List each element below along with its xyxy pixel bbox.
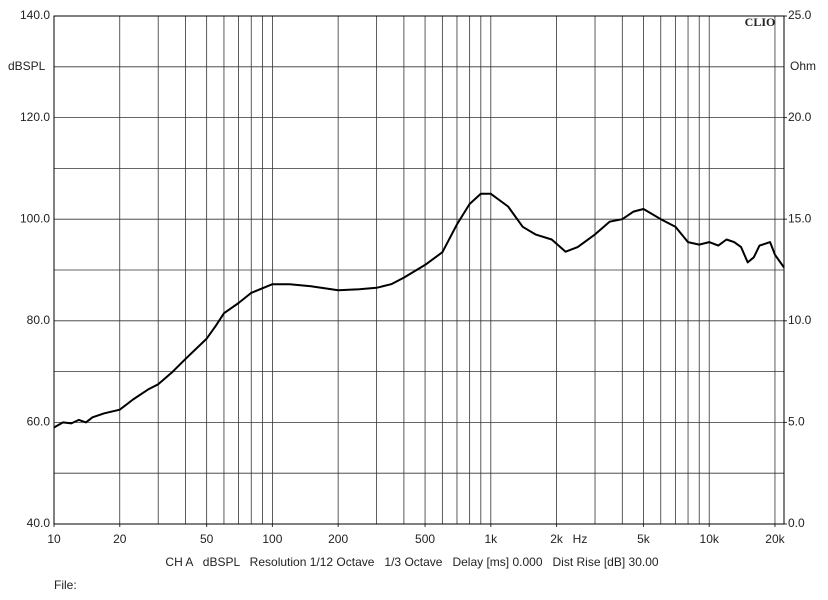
x-tick-label: 10 bbox=[47, 532, 61, 546]
plot-frame bbox=[53, 15, 785, 525]
x-tick-label: 20k bbox=[765, 532, 785, 546]
y-axis-label: dBSPL bbox=[8, 59, 46, 73]
y2-tick-label: 25.0 bbox=[788, 8, 812, 22]
x-tick-label: 500 bbox=[415, 532, 435, 546]
y-tick-label: 120.0 bbox=[20, 110, 50, 124]
y2-tick-label: 5.0 bbox=[788, 415, 805, 429]
x-tick-label: 1k bbox=[484, 532, 498, 546]
y-tick-label: 40.0 bbox=[27, 516, 51, 530]
footer: CH A dBSPL Resolution 1/12 Octave 1/3 Oc… bbox=[165, 555, 658, 569]
x-tick-label: 100 bbox=[262, 532, 282, 546]
y-tick-label: 100.0 bbox=[20, 211, 50, 225]
x-tick-label: 2k bbox=[550, 532, 564, 546]
x-unit: Hz bbox=[573, 532, 588, 546]
y-tick-label: 140.0 bbox=[20, 8, 50, 22]
y2-tick-label: 15.0 bbox=[788, 211, 812, 225]
y2-tick-label: 20.0 bbox=[788, 110, 812, 124]
y-tick-label: 80.0 bbox=[27, 313, 51, 327]
file-label: File: bbox=[54, 578, 77, 592]
response-curve bbox=[53, 192, 785, 429]
y2-axis-label: Ohm bbox=[790, 59, 816, 73]
y2-tick-label: 0.0 bbox=[788, 516, 805, 530]
x-tick-label: 20 bbox=[113, 532, 127, 546]
y-tick-label: 60.0 bbox=[27, 415, 51, 429]
x-tick-label: 5k bbox=[637, 532, 651, 546]
x-tick-label: 10k bbox=[700, 532, 720, 546]
x-tick-label: 200 bbox=[328, 532, 348, 546]
y2-tick-label: 10.0 bbox=[788, 313, 812, 327]
brand: CLIO bbox=[745, 15, 776, 29]
x-tick-label: 50 bbox=[200, 532, 214, 546]
